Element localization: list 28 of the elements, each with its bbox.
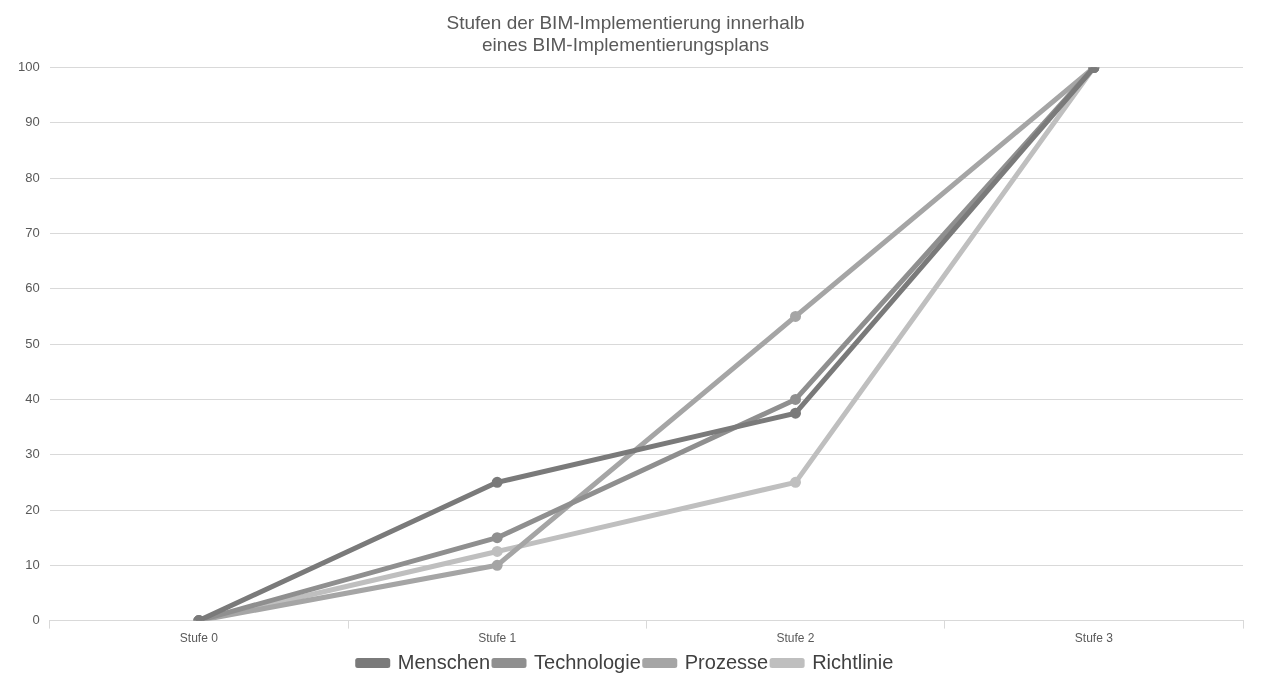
point bbox=[491, 559, 503, 571]
y-tick-label: 40 bbox=[25, 390, 40, 406]
y-tick-label: 30 bbox=[25, 446, 40, 462]
point bbox=[790, 476, 802, 488]
x-tick-label: Stufe 0 bbox=[179, 631, 219, 646]
point bbox=[491, 532, 503, 544]
legend-label: Richtlinie bbox=[812, 650, 894, 673]
point bbox=[491, 545, 503, 557]
legend-label: Menschen bbox=[397, 650, 491, 673]
y-tick-label: 70 bbox=[25, 225, 40, 241]
x-tick-label: Stufe 3 bbox=[1074, 631, 1114, 646]
legend-label: Prozesse bbox=[684, 650, 769, 673]
y-tick-label: 10 bbox=[25, 556, 40, 572]
point bbox=[491, 476, 503, 488]
y-tick-label: 100 bbox=[17, 59, 40, 75]
legend-label: Technologie bbox=[534, 650, 641, 673]
chart-title: Stufen der BIM-Implementierung innerhalb eines BIM-Implementierungsplans bbox=[446, 11, 805, 56]
x-tick-label: Stufe 1 bbox=[478, 631, 517, 646]
point bbox=[790, 407, 802, 419]
y-tick-label: 80 bbox=[25, 169, 40, 185]
y-tick-label: 90 bbox=[25, 114, 40, 130]
y-tick-label: 0 bbox=[32, 612, 40, 628]
point bbox=[790, 310, 802, 322]
y-tick-label: 60 bbox=[25, 280, 40, 296]
x-tick-label: Stufe 2 bbox=[776, 631, 815, 646]
point bbox=[790, 393, 802, 405]
y-tick-label: 50 bbox=[25, 335, 40, 351]
y-tick-label: 20 bbox=[25, 501, 40, 517]
